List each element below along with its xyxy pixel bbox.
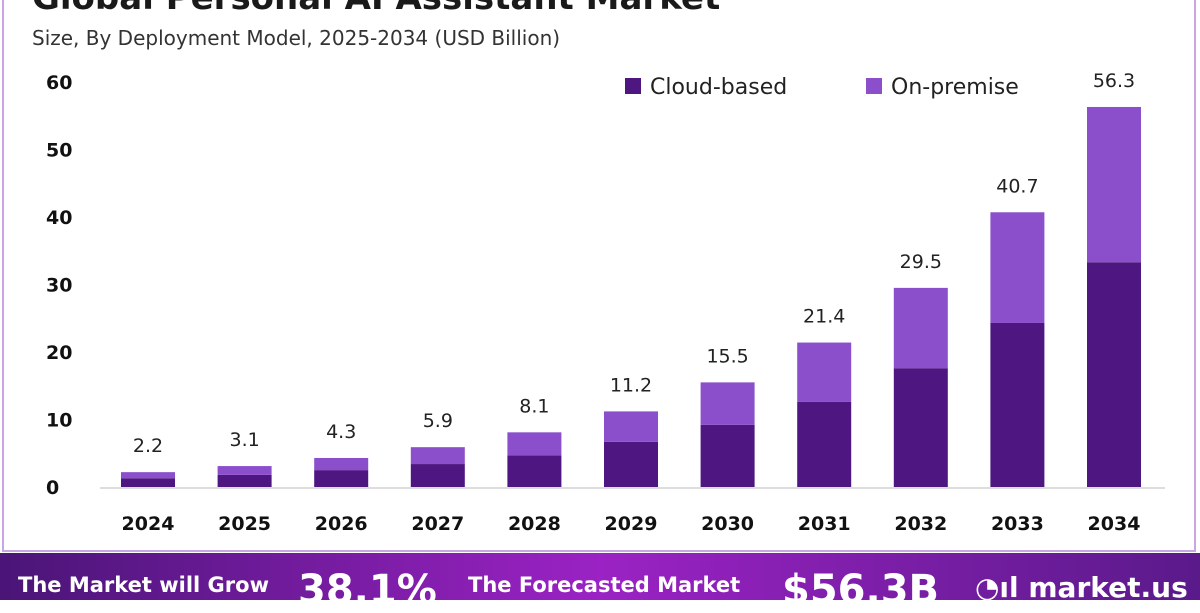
legend-label: Cloud-based [650, 75, 787, 100]
bar-on-premise-2033 [990, 212, 1045, 323]
forecast-value: $56.3B [782, 567, 940, 613]
total-label: 2.2 [133, 435, 163, 457]
y-tick-label: 60 [46, 72, 72, 94]
total-label: 11.2 [610, 374, 652, 396]
x-tick-label: 2029 [605, 513, 658, 535]
bar-cloud-based-2028 [507, 455, 562, 487]
x-tick-label: 2025 [218, 513, 271, 535]
bar-on-premise-2026 [314, 457, 369, 471]
chart-title: Global Personal AI Assistant Market [32, 0, 720, 18]
y-tick-label: 20 [46, 342, 72, 364]
x-tick-label: 2033 [991, 513, 1044, 535]
x-tick-label: 2026 [315, 513, 368, 535]
y-tick-label: 10 [46, 410, 72, 432]
bar-on-premise-2025 [217, 466, 272, 475]
total-label: 8.1 [519, 395, 549, 417]
x-tick-label: 2031 [798, 513, 851, 535]
total-label: 3.1 [229, 429, 259, 451]
x-tick-label: 2028 [508, 513, 561, 535]
bar-cloud-based-2026 [314, 470, 369, 487]
bar-cloud-based-2025 [217, 474, 272, 487]
forecast-label: The Forecasted Market [468, 573, 741, 597]
x-tick-label: 2030 [701, 513, 754, 535]
bar-cloud-based-2031 [797, 401, 852, 487]
bar-cloud-based-2034 [1087, 262, 1141, 487]
cagr-value: 38.1% [298, 567, 437, 613]
total-label: 4.3 [326, 421, 356, 443]
y-tick-label: 30 [46, 275, 72, 297]
bar-on-premise-2024 [121, 472, 175, 479]
y-tick-label: 0 [46, 477, 59, 499]
total-label: 5.9 [423, 410, 453, 432]
stacked-bar-chart: 01020304050602.220243.120254.320265.9202… [46, 70, 1165, 535]
chart-subtitle: Size, By Deployment Model, 2025-2034 (US… [32, 26, 561, 50]
bar-on-premise-2029 [604, 411, 658, 442]
total-label: 29.5 [900, 251, 942, 273]
x-tick-label: 2027 [411, 513, 464, 535]
brand-name: market.us [1028, 571, 1188, 604]
x-tick-label: 2024 [122, 513, 175, 535]
x-tick-label: 2032 [894, 513, 947, 535]
bar-on-premise-2031 [797, 342, 852, 402]
bar-on-premise-2034 [1087, 106, 1141, 263]
bar-cloud-based-2027 [410, 464, 465, 487]
bar-cloud-based-2029 [604, 441, 658, 487]
total-label: 21.4 [803, 306, 845, 328]
total-label: 56.3 [1093, 70, 1135, 92]
bar-cloud-based-2032 [893, 368, 948, 487]
summary-banner: The Market will Grow 38.1% The Forecaste… [0, 553, 1200, 613]
bar-on-premise-2028 [507, 432, 562, 456]
brand-logo: ◔ıl market.us [975, 571, 1188, 604]
bar-on-premise-2027 [410, 447, 465, 465]
bar-on-premise-2030 [700, 382, 755, 425]
total-label: 15.5 [706, 345, 748, 367]
grow-label: The Market will Grow [18, 573, 269, 597]
legend-label: On-premise [891, 75, 1019, 100]
x-tick-label: 2034 [1088, 513, 1141, 535]
bar-cloud-based-2030 [700, 424, 755, 487]
y-tick-label: 50 [46, 140, 72, 162]
legend-swatch [625, 78, 641, 94]
bar-cloud-based-2033 [990, 322, 1045, 487]
y-tick-label: 40 [46, 207, 72, 229]
total-label: 40.7 [996, 175, 1038, 197]
legend-swatch [866, 78, 882, 94]
bar-on-premise-2032 [893, 287, 948, 369]
bar-cloud-based-2024 [121, 478, 175, 487]
